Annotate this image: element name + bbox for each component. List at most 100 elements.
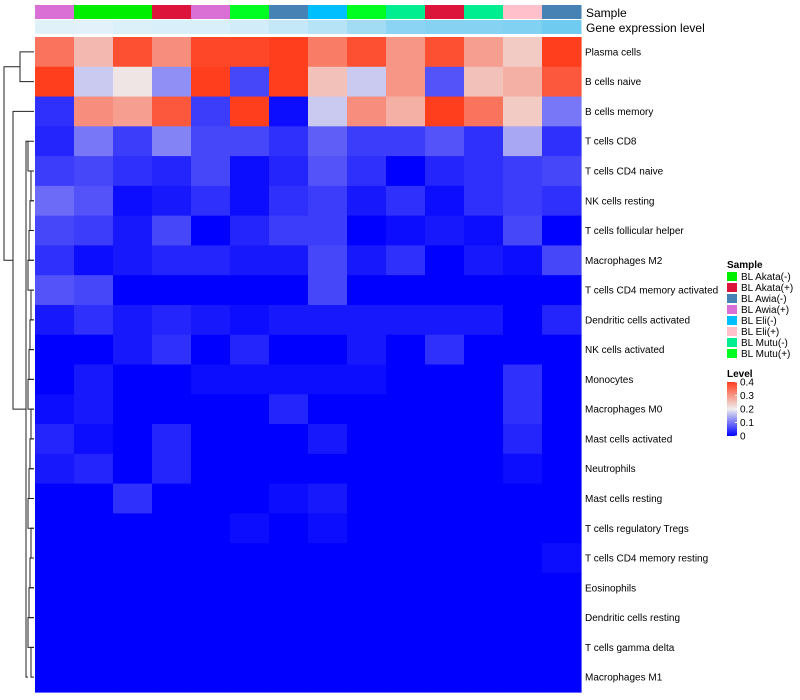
sample-legend-label: BL Eli(+) xyxy=(741,327,779,338)
heatmap-cell xyxy=(542,215,582,247)
heatmap-cell xyxy=(308,245,348,276)
heatmap-cell xyxy=(74,37,114,68)
level-legend-tick-label: 0.3 xyxy=(740,391,754,402)
heatmap-cell xyxy=(464,662,504,693)
heatmap-cell xyxy=(542,513,582,544)
heatmap-cell xyxy=(347,572,387,604)
heatmap-cell xyxy=(35,215,75,247)
dendrogram-branch xyxy=(28,587,34,619)
heatmap-cell xyxy=(308,37,348,68)
heatmap-cell xyxy=(425,572,465,604)
heatmap-cell xyxy=(308,334,348,366)
heatmap-cell xyxy=(74,185,114,217)
heatmap-cell xyxy=(464,483,504,514)
heatmap-cell xyxy=(191,602,231,634)
heatmap-cell xyxy=(542,483,582,514)
heatmap-cell xyxy=(113,215,153,247)
heatmap-cell xyxy=(152,513,192,544)
heatmap-cell xyxy=(425,66,465,98)
row-label: Dendritic cells resting xyxy=(585,613,680,624)
dendrogram-branch xyxy=(27,497,34,529)
heatmap-cell xyxy=(113,37,153,68)
row-label: Eosinophils xyxy=(585,583,636,594)
heatmap-cell xyxy=(152,156,192,187)
heatmap-cell xyxy=(386,513,426,544)
heatmap-cell xyxy=(230,453,270,485)
expression-level-annotation-track xyxy=(35,20,582,34)
heatmap-cell xyxy=(230,156,270,187)
heatmap-cell xyxy=(425,424,465,455)
heatmap-cell xyxy=(74,453,114,485)
heatmap-cell xyxy=(191,632,231,663)
heatmap-cell xyxy=(464,543,504,574)
sample-legend-swatch xyxy=(727,272,737,281)
heatmap-cell xyxy=(503,602,543,634)
heatmap-cell xyxy=(74,245,114,276)
heatmap-cell xyxy=(35,513,75,544)
heatmap-cell xyxy=(542,156,582,187)
heatmap-cell xyxy=(35,66,75,98)
row-label: T cells regulatory Tregs xyxy=(585,524,689,535)
heatmap-cell xyxy=(74,66,114,98)
row-label: B cells naive xyxy=(585,77,642,88)
heatmap-cell xyxy=(542,394,582,425)
expression-annotation-cell xyxy=(464,20,504,34)
heatmap-cell xyxy=(464,572,504,604)
heatmap-cell xyxy=(191,245,231,276)
sample-legend: Sample BL Akata(-)BL Akata(+)BL Awia(-)B… xyxy=(727,260,793,360)
heatmap-cell xyxy=(269,662,309,693)
heatmap-cell xyxy=(113,453,153,485)
sample-annotation-cell xyxy=(542,5,582,19)
heatmap-cell xyxy=(35,126,75,157)
heatmap-cell xyxy=(113,662,153,693)
heatmap-cell xyxy=(503,632,543,663)
heatmap-cell xyxy=(230,572,270,604)
heatmap-cell xyxy=(191,334,231,366)
heatmap-cell xyxy=(35,424,75,455)
heatmap-cell xyxy=(386,275,426,306)
heatmap-cell xyxy=(35,185,75,217)
heatmap-cell xyxy=(386,66,426,98)
row-label: T cells follicular helper xyxy=(585,226,684,237)
heatmap-cell xyxy=(503,572,543,604)
heatmap-cell xyxy=(347,513,387,544)
heatmap-cell xyxy=(191,304,231,336)
heatmap-cell xyxy=(74,126,114,157)
heatmap-cell xyxy=(542,245,582,276)
heatmap-cell xyxy=(191,215,231,247)
heatmap-cell xyxy=(425,126,465,157)
heatmap-cell xyxy=(503,394,543,425)
heatmap-cell xyxy=(347,662,387,693)
dendrogram-branch xyxy=(30,646,34,678)
heatmap-cell xyxy=(230,275,270,306)
heatmap-cell xyxy=(269,543,309,574)
dendrogram-branch xyxy=(27,140,34,172)
heatmap-cell xyxy=(503,275,543,306)
heatmap-cell xyxy=(269,394,309,425)
level-legend: Level 0.4 0.3 0.2 0.1 0 xyxy=(727,369,754,443)
heatmap-cell xyxy=(35,304,75,336)
heatmap-cell xyxy=(113,483,153,514)
heatmap-cell xyxy=(230,334,270,366)
heatmap-cell xyxy=(74,96,114,127)
heatmap-cell xyxy=(113,394,153,425)
dendrogram-branch xyxy=(30,289,34,321)
heatmap-cell xyxy=(425,245,465,276)
dendrogram-branch xyxy=(30,170,34,202)
heatmap-cell xyxy=(425,602,465,634)
heatmap-cell xyxy=(464,364,504,395)
heatmap-cell xyxy=(386,304,426,336)
heatmap-cell xyxy=(386,364,426,395)
expression-annotation-cell xyxy=(425,20,465,34)
heatmap-cell xyxy=(113,185,153,217)
heatmap-cell xyxy=(425,394,465,425)
heatmap-cell xyxy=(386,394,426,425)
heatmap-cell xyxy=(152,394,192,425)
heatmap-cell xyxy=(152,275,192,306)
heatmap-cell xyxy=(503,304,543,336)
sample-legend-label: BL Awia(-) xyxy=(741,294,787,305)
sample-annotation-cell xyxy=(425,5,465,19)
heatmap-cell xyxy=(386,156,426,187)
heatmap-cell xyxy=(386,126,426,157)
